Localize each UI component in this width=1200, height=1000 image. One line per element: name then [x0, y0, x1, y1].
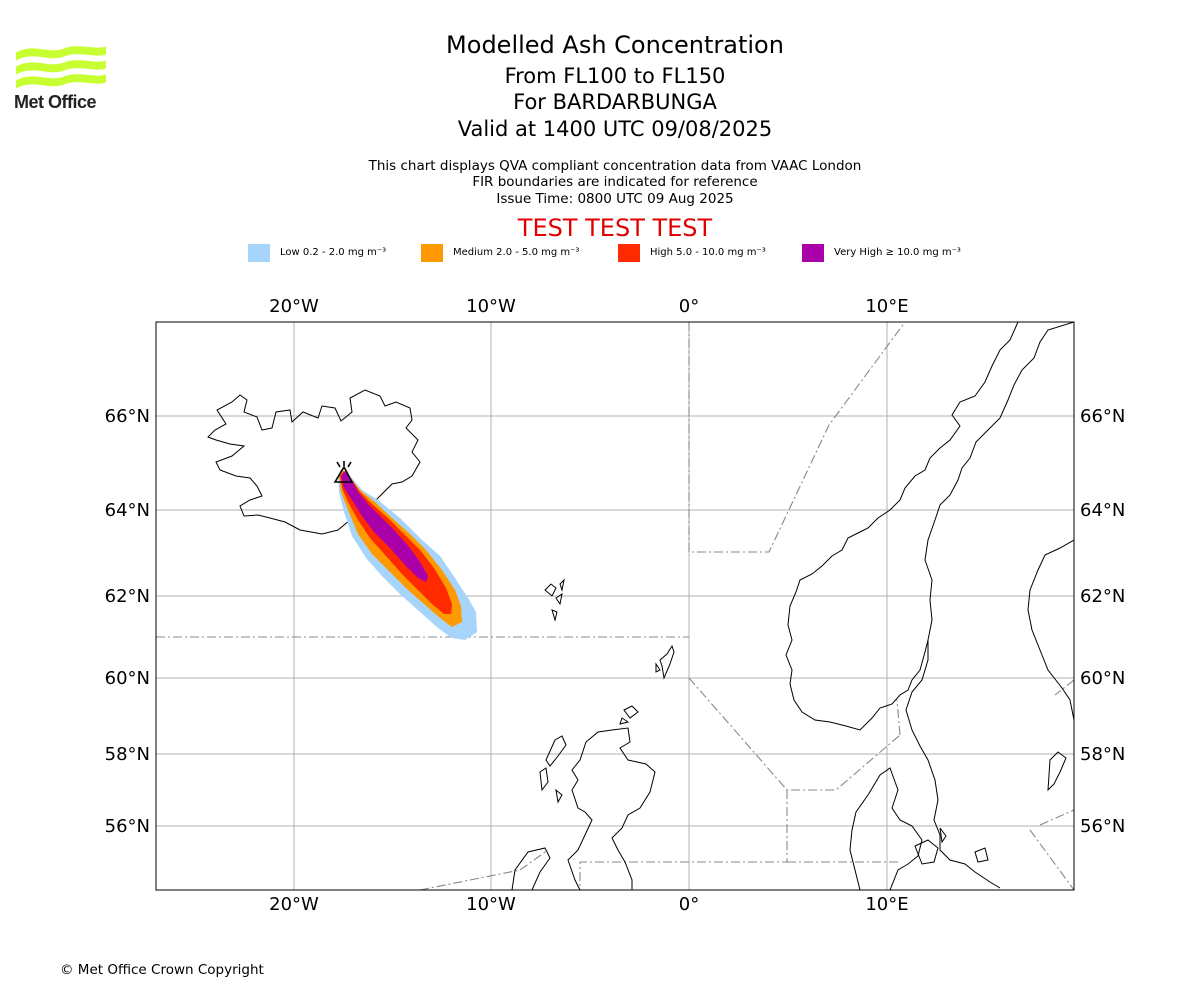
ash-plume — [338, 470, 477, 640]
lon-label: 0° — [679, 296, 699, 317]
legend-swatch — [421, 244, 443, 262]
issue-time: Issue Time: 0800 UTC 09 Aug 2025 — [496, 191, 734, 207]
lat-labels-left: 66°N 64°N 62°N 60°N 58°N 56°N — [105, 406, 150, 837]
legend-label: Medium 2.0 - 5.0 mg m⁻³ — [453, 247, 580, 258]
lat-label: 56°N — [1080, 816, 1125, 837]
legend-label: Very High ≥ 10.0 mg m⁻³ — [834, 247, 961, 258]
coastlines — [207, 322, 1074, 890]
logo-text: Met Office — [14, 92, 97, 112]
lat-label: 60°N — [105, 668, 150, 689]
volcano-name: For BARDARBUNGA — [513, 90, 717, 114]
lon-label: 20°W — [269, 296, 319, 317]
lat-label: 62°N — [1080, 586, 1125, 607]
iceland-coast — [207, 389, 421, 535]
lat-label: 64°N — [1080, 500, 1125, 521]
note-fir: FIR boundaries are indicated for referen… — [472, 174, 758, 190]
met-office-logo — [16, 46, 106, 89]
lon-labels-top: 20°W 10°W 0° 10°E — [269, 296, 908, 317]
lon-label: 20°W — [269, 894, 319, 915]
norway-coast — [785, 322, 1074, 731]
note-compliance: This chart displays QVA compliant concen… — [368, 158, 862, 174]
fir-boundaries — [156, 322, 1074, 890]
lon-label: 10°E — [865, 894, 908, 915]
legend-label: Low 0.2 - 2.0 mg m⁻³ — [280, 247, 387, 258]
sweden-coast — [905, 640, 1001, 889]
ireland-coast — [511, 847, 551, 890]
orkney-islands — [619, 705, 639, 725]
lon-label: 0° — [679, 894, 699, 915]
valid-time: Valid at 1400 UTC 09/08/2025 — [457, 117, 773, 141]
shetland-islands — [655, 644, 675, 680]
lat-labels-right: 66°N 64°N 62°N 60°N 58°N 56°N — [1080, 406, 1125, 837]
lat-label: 58°N — [1080, 744, 1125, 765]
danish-islands — [914, 827, 989, 865]
lat-label: 64°N — [105, 500, 150, 521]
baltic-coast — [1027, 539, 1074, 721]
lat-label: 66°N — [105, 406, 150, 427]
legend-swatch — [802, 244, 824, 262]
copyright: © Met Office Crown Copyright — [60, 962, 264, 978]
lat-label: 62°N — [105, 586, 150, 607]
faroe-islands — [544, 578, 565, 622]
scotland-coast — [567, 727, 656, 890]
lat-label: 66°N — [1080, 406, 1125, 427]
lon-labels-bottom: 20°W 10°W 0° 10°E — [269, 894, 908, 915]
legend-swatch — [618, 244, 640, 262]
chart-title: Modelled Ash Concentration — [446, 31, 784, 59]
lat-label: 58°N — [105, 744, 150, 765]
flight-levels: From FL100 to FL150 — [504, 64, 726, 88]
lon-label: 10°W — [466, 296, 516, 317]
test-banner: TEST TEST TEST — [517, 214, 713, 242]
lat-label: 56°N — [105, 816, 150, 837]
volcano-marker — [333, 461, 354, 483]
map-frame — [155, 321, 1075, 891]
graticule — [156, 322, 1074, 890]
denmark-coast — [849, 767, 923, 890]
lat-label: 60°N — [1080, 668, 1125, 689]
gulf-coast — [1047, 751, 1067, 792]
lon-label: 10°W — [466, 894, 516, 915]
legend-swatch — [248, 244, 270, 262]
legend-label: High 5.0 - 10.0 mg m⁻³ — [650, 247, 766, 258]
lon-label: 10°E — [865, 296, 908, 317]
hebrides — [539, 735, 567, 804]
